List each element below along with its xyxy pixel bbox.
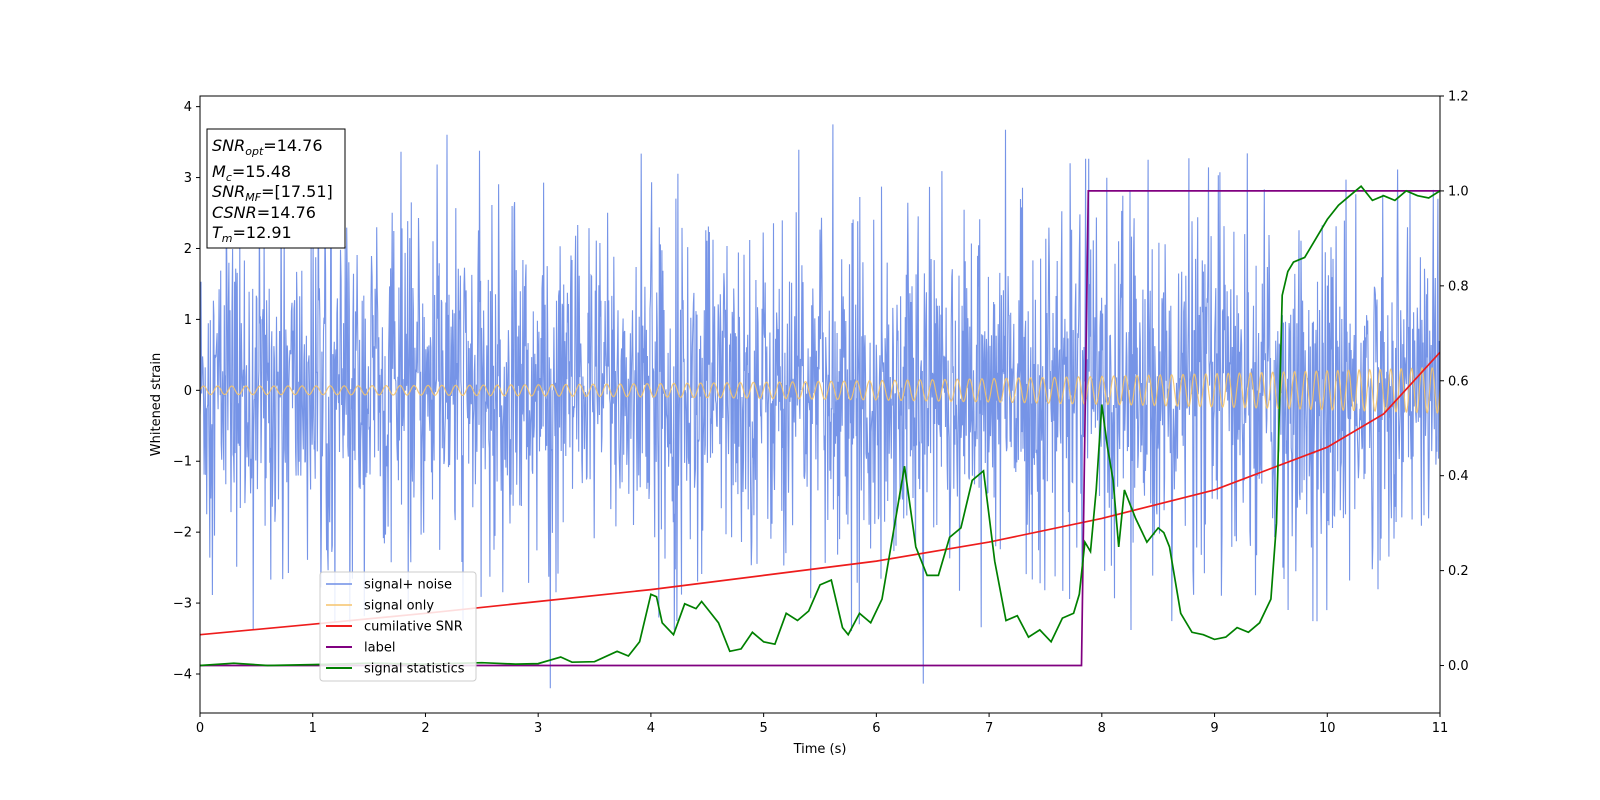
- x-tick-label: 4: [647, 721, 655, 736]
- annotation-symbol: SNR: [212, 182, 245, 201]
- x-tick-label: 9: [1210, 721, 1218, 736]
- annotation-subscript: m: [222, 232, 233, 245]
- y2-tick-label: 0.6: [1448, 374, 1469, 389]
- y2-tick-label: 0.4: [1448, 469, 1469, 484]
- annotation-value: =14.76: [263, 136, 322, 155]
- y-tick-label: −3: [173, 597, 192, 612]
- y2-tick-label: 1.0: [1448, 184, 1469, 199]
- y-tick-label: 4: [184, 100, 192, 115]
- annotation-value: =12.91: [233, 223, 292, 242]
- x-tick-label: 10: [1319, 721, 1336, 736]
- annotation-symbol: T: [212, 223, 223, 242]
- x-tick-label: 6: [872, 721, 880, 736]
- y2-axis-ticks: 0.0 0.2 0.4 0.6 0.8 1.0 1.2: [1440, 90, 1469, 674]
- x-tick-label: 2: [421, 721, 429, 736]
- x-tick-label: 3: [534, 721, 542, 736]
- y-tick-label: −4: [173, 667, 192, 682]
- annotation-value: =[17.51]: [261, 182, 333, 201]
- y2-tick-label: 1.2: [1448, 90, 1469, 105]
- x-tick-label: 8: [1098, 721, 1106, 736]
- series-signal-statistics-line: [200, 184, 1440, 667]
- legend-entry: signal+ noise: [364, 578, 452, 593]
- legend-entry: signal statistics: [364, 662, 465, 677]
- x-axis-ticks: 0 1 2 3 4 5 6 7 8 9 10 11: [196, 713, 1448, 736]
- annotation-subscript: c: [226, 171, 232, 184]
- legend-frame: [319, 571, 477, 682]
- annotation-value: =14.76: [257, 203, 316, 222]
- x-tick-label: 11: [1432, 721, 1449, 736]
- annotation-line: Tm=12.91: [212, 223, 292, 245]
- y-tick-label: 3: [184, 171, 192, 186]
- annotation-symbol: SNR: [212, 136, 245, 155]
- legend-entry: label: [364, 641, 395, 656]
- annotation-subscript: MF: [245, 191, 261, 204]
- y2-tick-label: 0.8: [1448, 279, 1469, 294]
- y-tick-label: 2: [184, 242, 192, 257]
- legend-entry: cumilative SNR: [364, 620, 463, 635]
- y-axis-label: Whitened strain: [149, 353, 164, 456]
- annotation-line: Mc=15.48: [212, 162, 291, 184]
- y2-tick-label: 0.2: [1448, 564, 1469, 579]
- series-signal-only-line: [200, 366, 1440, 414]
- y-tick-label: −1: [173, 455, 192, 470]
- y-axis-ticks: −4 −3 −2 −1 0 1 2 3 4: [173, 100, 200, 682]
- x-tick-label: 7: [985, 721, 993, 736]
- y2-tick-label: 0.0: [1448, 659, 1469, 674]
- annotation-frame: [206, 128, 346, 249]
- y-tick-label: 0: [184, 384, 192, 399]
- parameter-annotation-box: SNRopt=14.76Mc=15.48SNRMF=[17.51]CSNR=14…: [206, 128, 346, 249]
- legend-entry: signal only: [364, 599, 434, 614]
- annotation-subscript: opt: [245, 145, 264, 158]
- y-tick-label: 1: [184, 313, 192, 328]
- annotation-line: SNRopt=14.76: [212, 136, 323, 158]
- annotation-value: =15.48: [232, 162, 291, 181]
- series-label-line: [200, 190, 1440, 667]
- x-axis-label: Time (s): [793, 742, 847, 757]
- annotation-symbol: CSNR: [212, 203, 257, 222]
- x-tick-label: 5: [759, 721, 767, 736]
- series-signal-noise-line: [200, 124, 1440, 689]
- annotation-line: SNRMF=[17.51]: [212, 182, 333, 204]
- annotation-line: CSNR=14.76: [212, 203, 316, 222]
- x-tick-label: 0: [196, 721, 204, 736]
- plot-frame: [199, 95, 1441, 714]
- y-tick-label: −2: [173, 526, 192, 541]
- x-tick-label: 1: [309, 721, 317, 736]
- legend: signal+ noise signal only cumilative SNR la…: [319, 571, 477, 682]
- annotation-symbol: M: [212, 162, 226, 181]
